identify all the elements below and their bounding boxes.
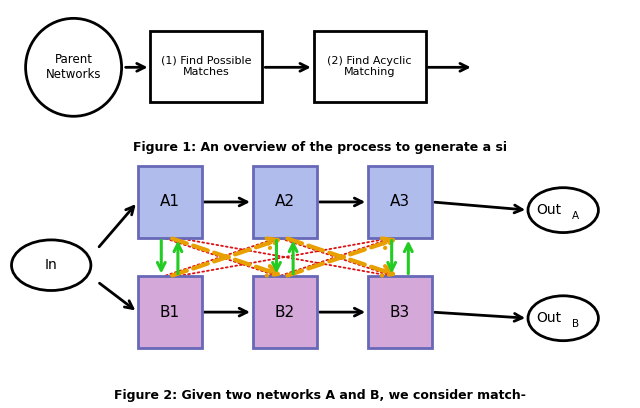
Text: A: A — [572, 211, 579, 221]
Text: B2: B2 — [275, 305, 295, 319]
Bar — [368, 277, 432, 348]
Text: (2) Find Acyclic
Matching: (2) Find Acyclic Matching — [327, 55, 412, 77]
Text: B1: B1 — [159, 305, 180, 319]
Text: A2: A2 — [275, 195, 295, 209]
Text: Figure 2: Given two networks A and B, we consider match-: Figure 2: Given two networks A and B, we… — [114, 389, 526, 402]
Bar — [314, 31, 426, 102]
Text: In: In — [45, 258, 58, 272]
Bar — [253, 277, 317, 348]
Text: (1) Find Possible
Matches: (1) Find Possible Matches — [161, 55, 252, 77]
Text: Out: Out — [536, 311, 561, 325]
Bar — [138, 166, 202, 237]
Text: B: B — [572, 319, 579, 329]
Text: Parent
Networks: Parent Networks — [46, 53, 101, 81]
Bar — [150, 31, 262, 102]
Circle shape — [12, 240, 91, 290]
Text: Figure 1: An overview of the process to generate a si: Figure 1: An overview of the process to … — [133, 141, 507, 154]
Text: Out: Out — [536, 203, 561, 217]
Bar — [138, 277, 202, 348]
Ellipse shape — [26, 18, 122, 116]
Bar — [368, 166, 432, 237]
Circle shape — [528, 296, 598, 341]
Bar — [253, 166, 317, 237]
Text: A1: A1 — [159, 195, 180, 209]
Text: A3: A3 — [390, 195, 410, 209]
Text: B3: B3 — [390, 305, 410, 319]
Circle shape — [528, 188, 598, 233]
